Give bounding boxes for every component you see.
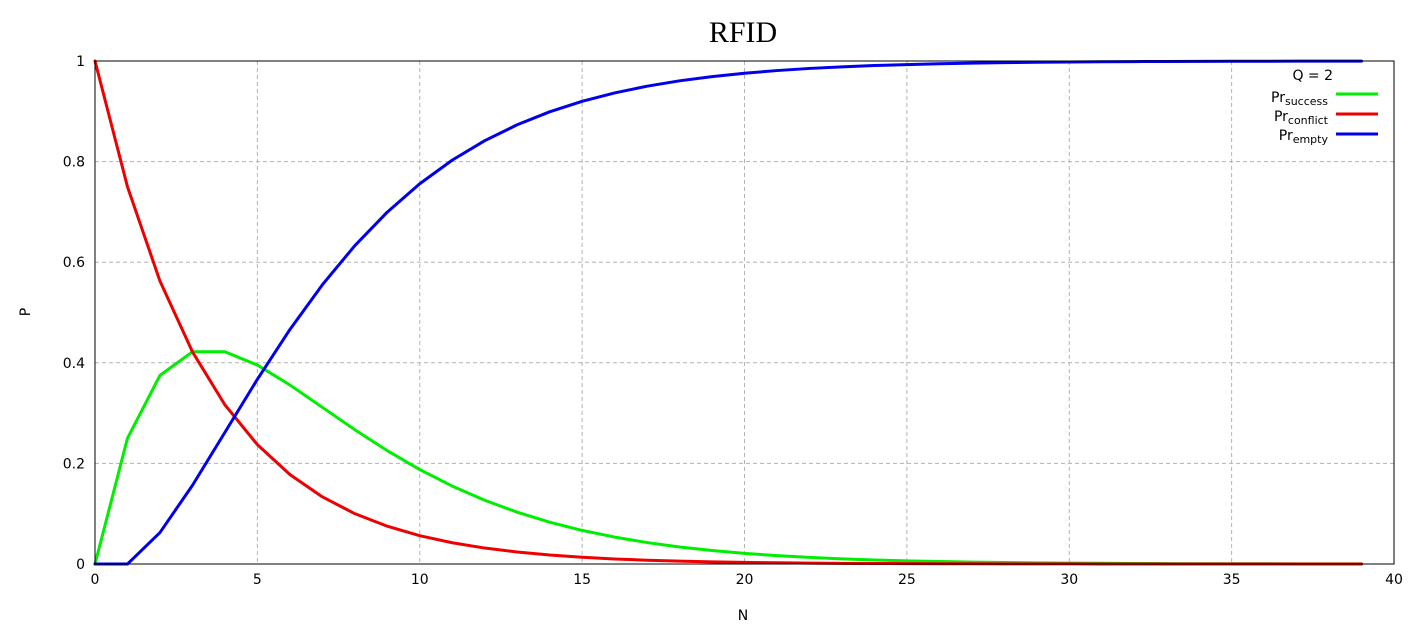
y-tick-label: 1	[76, 54, 85, 70]
x-tick-label: 25	[898, 572, 916, 588]
legend-label-empty: Prempty	[1279, 128, 1329, 146]
y-tick-label: 0.8	[63, 155, 85, 171]
tick-labels: 0 5 10 15 20 25 30 35 40 0 0.2 0.4 0.6 0.8 1	[63, 54, 1403, 588]
y-tick-label: 0.4	[63, 356, 85, 372]
x-tick-label: 35	[1223, 572, 1241, 588]
y-tick-label: 0.6	[63, 255, 85, 271]
legend-label-empty-base: Pr	[1279, 128, 1293, 144]
series-line-success	[93, 350, 1364, 566]
legend-label-success: Prsuccess	[1271, 90, 1328, 108]
x-tick-label: 15	[573, 572, 591, 588]
legend-label-conflict: Prconflict	[1274, 109, 1329, 127]
legend-label-conflict-base: Pr	[1274, 109, 1288, 125]
grid	[95, 61, 1394, 564]
y-axis-label: P	[18, 308, 34, 316]
series-line-conflict	[93, 59, 1364, 566]
legend: Q = 2 Prsuccess Prconflict Prempty	[1271, 68, 1378, 146]
x-axis-label: N	[738, 608, 748, 624]
plot-series	[93, 59, 1364, 566]
legend-label-success-sub: success	[1285, 95, 1328, 108]
x-tick-label: 20	[736, 572, 754, 588]
x-tick-label: 0	[91, 572, 100, 588]
legend-title: Q = 2	[1292, 68, 1333, 84]
y-tick-label: 0	[76, 557, 85, 573]
chart-title: RFID	[709, 16, 777, 49]
legend-label-conflict-sub: conflict	[1288, 114, 1329, 127]
x-tick-label: 30	[1060, 572, 1078, 588]
plot-frame	[94, 60, 1395, 565]
y-tick-label: 0.2	[63, 456, 85, 472]
x-tick-label: 40	[1385, 572, 1403, 588]
legend-label-empty-sub: empty	[1293, 133, 1329, 146]
legend-label-success-base: Pr	[1271, 90, 1285, 106]
x-tick-label: 10	[411, 572, 429, 588]
series-line-empty	[93, 59, 1364, 566]
x-tick-label: 5	[253, 572, 262, 588]
